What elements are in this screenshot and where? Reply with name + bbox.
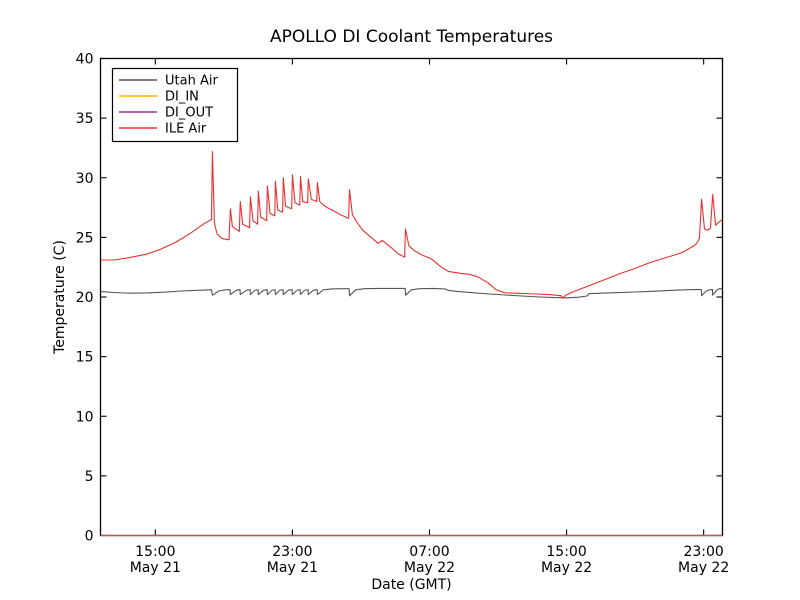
x-tick-date-label: May 21 xyxy=(267,560,318,576)
x-tick-date-label: May 22 xyxy=(541,560,592,576)
y-tick-label: 30 xyxy=(76,171,94,187)
y-tick-label: 20 xyxy=(76,290,94,306)
series-line-ile-air xyxy=(100,150,723,299)
x-tick-time-label: 23:00 xyxy=(683,544,723,560)
y-tick-label: 40 xyxy=(76,52,94,68)
legend-label: Utah Air xyxy=(165,74,218,89)
y-tick-label: 35 xyxy=(76,111,94,127)
y-tick-label: 5 xyxy=(85,469,94,485)
y-axis-label: Temperature (C) xyxy=(52,240,68,355)
data-series xyxy=(100,150,723,537)
legend-label: DI_IN xyxy=(165,90,199,105)
y-tick-label: 10 xyxy=(76,409,94,425)
y-axis-ticks: 0 5 10 15 20 25 30 35 40 xyxy=(76,52,723,545)
legend-label: DI_OUT xyxy=(165,106,213,121)
x-tick-time-label: 23:00 xyxy=(272,544,312,560)
chart-title: APOLLO DI Coolant Temperatures xyxy=(270,27,553,47)
x-tick-date-label: May 22 xyxy=(404,560,455,576)
x-axis-label: Date (GMT) xyxy=(371,577,451,593)
x-tick-time-label: 15:00 xyxy=(546,544,586,560)
y-tick-label: 15 xyxy=(76,350,94,366)
x-tick-time-label: 07:00 xyxy=(409,544,449,560)
legend-label: ILE Air xyxy=(165,122,207,137)
y-tick-label: 0 xyxy=(85,529,94,545)
x-tick-time-label: 15:00 xyxy=(135,544,175,560)
x-tick-date-label: May 22 xyxy=(678,560,729,576)
series-line-utah-air xyxy=(100,287,723,299)
x-tick-date-label: May 21 xyxy=(130,560,181,576)
y-tick-label: 25 xyxy=(76,230,94,246)
